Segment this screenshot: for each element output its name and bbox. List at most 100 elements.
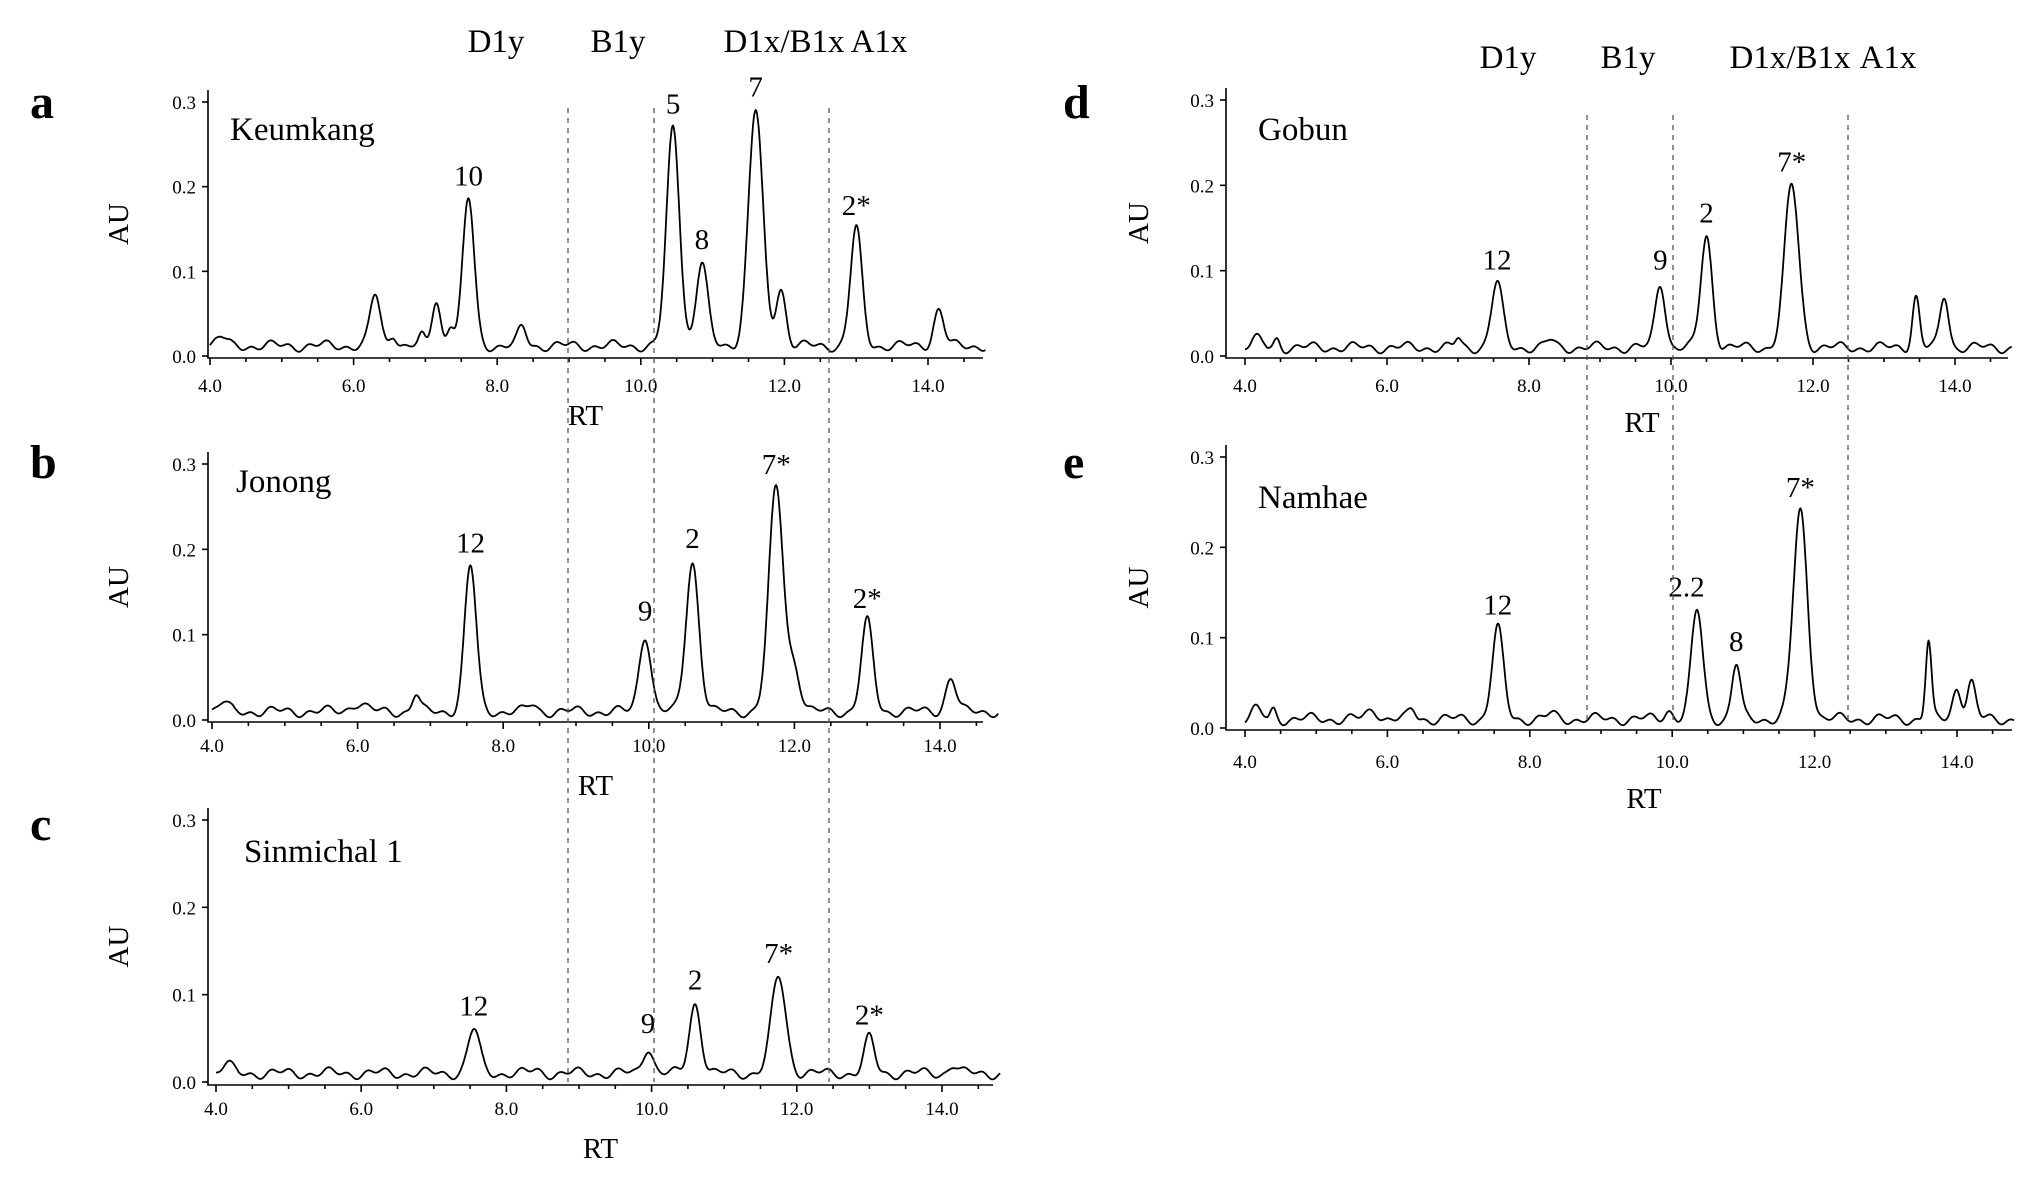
sample-name: Gobun [1258, 112, 1348, 148]
axis-frame [207, 452, 983, 723]
y-tick-label: 0.0 [172, 347, 196, 368]
region-label: D1y [1480, 40, 1537, 76]
axis-frame [207, 90, 983, 359]
peak-label: 2* [855, 999, 884, 1031]
panel-letter: c [30, 798, 51, 851]
x-tick-label: 6.0 [1375, 376, 1399, 397]
panel-c: 0.0 0.1 0.2 0.3 4.0 6.0 8.0 10.0 12.0 14.0 RT AU c Si… [30, 798, 1001, 1165]
sample-name: Namhae [1258, 480, 1368, 516]
region-label: B1y [1600, 40, 1656, 76]
panel-e: 0.0 0.1 0.2 0.3 4.0 6.0 8.0 10.0 12.0 14.0 RT AU e Na… [1063, 436, 2015, 815]
panel-letter: a [30, 76, 54, 129]
peak-label: 12 [1483, 244, 1512, 276]
peak-label: 2 [1699, 198, 1714, 230]
x-tick-label: 4.0 [1233, 376, 1257, 397]
x-tick-label: 14.0 [1938, 376, 1971, 397]
y-tick-label: 0.3 [1190, 448, 1214, 469]
y-tick-label: 0.0 [1190, 719, 1214, 740]
peak-label: 12 [459, 991, 488, 1023]
peak-label: 2 [685, 523, 700, 555]
y-tick-label: 0.1 [172, 262, 196, 283]
region-label: D1x/B1x [1729, 40, 1851, 76]
region-label: A1x [851, 24, 908, 60]
y-tick-label: 0.2 [172, 540, 196, 561]
x-tick-label: 12.0 [780, 1099, 813, 1120]
y-tick-label: 0.1 [1190, 262, 1214, 283]
y-axis-label: AU [103, 926, 135, 968]
x-tick-label: 14.0 [925, 1099, 958, 1120]
chromatogram-trace [211, 484, 999, 719]
x-tick-label: 4.0 [198, 376, 222, 397]
y-tick-label: 0.0 [1190, 347, 1214, 368]
region-label: D1y [468, 24, 525, 60]
axis-frame [1225, 88, 2008, 359]
y-axis-label: AU [103, 566, 135, 608]
y-tick-label: 0.1 [172, 626, 196, 647]
panel-letter: b [30, 436, 57, 489]
peak-label: 2.2 [1668, 572, 1704, 604]
y-axis-label: AU [1123, 202, 1155, 244]
chromatogram-trace [1244, 182, 2013, 355]
y-tick-label: 0.3 [172, 455, 196, 476]
y-axis-label: AU [103, 203, 135, 245]
peak-label: 10 [454, 160, 483, 192]
y-tick-label: 0.0 [172, 711, 196, 732]
x-tick-label: 6.0 [1376, 752, 1400, 773]
x-tick-label: 4.0 [200, 736, 224, 757]
peak-label: 2* [853, 583, 882, 615]
peak-label: 7* [1786, 472, 1815, 504]
panel-letter: e [1063, 436, 1084, 489]
y-tick-label: 0.2 [172, 898, 196, 919]
y-tick-label: 0.3 [172, 811, 196, 832]
x-tick-label: 12.0 [768, 376, 801, 397]
x-tick-label: 12.0 [778, 736, 811, 757]
x-axis-label: RT [583, 1133, 619, 1165]
x-tick-label: 10.0 [1654, 376, 1687, 397]
peak-label: 9 [1653, 244, 1668, 276]
y-tick-label: 0.2 [1190, 538, 1214, 559]
panel-b: 0.0 0.1 0.2 0.3 4.0 6.0 8.0 10.0 12.0 14.0 RT AU b Jo… [30, 436, 999, 802]
axis-frame [1225, 445, 2012, 731]
y-tick-label: 0.2 [1190, 176, 1214, 197]
y-tick-label: 0.3 [172, 93, 196, 114]
peak-label: 7 [748, 71, 763, 103]
chromatogram-trace [1244, 507, 2015, 727]
y-tick-label: 0.1 [1190, 629, 1214, 650]
peak-label: 12 [456, 527, 485, 559]
x-tick-label: 14.0 [923, 736, 956, 757]
panel-d: 0.0 0.1 0.2 0.3 4.0 6.0 8.0 10.0 12.0 14.0 RT AU d Go… [1063, 40, 2013, 439]
x-tick-label: 6.0 [346, 736, 370, 757]
peak-label: 7* [1777, 146, 1806, 178]
x-tick-label: 10.0 [1656, 752, 1689, 773]
x-tick-label: 8.0 [495, 1099, 519, 1120]
axis-frame [207, 808, 993, 1086]
y-tick-label: 0.3 [1190, 91, 1214, 112]
x-tick-label: 10.0 [624, 376, 657, 397]
peak-label: 8 [1729, 626, 1744, 658]
x-axis-label: RT [1626, 783, 1662, 815]
region-label: A1x [1860, 40, 1917, 76]
peak-label: 7* [762, 449, 791, 481]
y-axis-label: AU [1123, 567, 1155, 609]
peak-label: 9 [641, 1008, 656, 1040]
sample-name: Sinmichal 1 [244, 834, 403, 870]
x-tick-label: 10.0 [632, 736, 665, 757]
x-tick-label: 8.0 [491, 736, 515, 757]
chromatogram-trace [209, 109, 986, 353]
y-tick-label: 0.1 [172, 986, 196, 1007]
region-label: B1y [590, 24, 646, 60]
sample-name: Keumkang [230, 112, 375, 148]
peak-label: 7* [764, 938, 793, 970]
y-tick-label: 0.0 [172, 1073, 196, 1094]
chromatogram-trace [215, 975, 1001, 1081]
x-tick-label: 4.0 [1233, 752, 1257, 773]
y-tick-label: 0.2 [172, 178, 196, 199]
peak-label: 2* [842, 190, 871, 222]
sample-name: Jonong [236, 464, 331, 500]
x-axis-label: RT [568, 400, 604, 432]
x-tick-label: 8.0 [1518, 752, 1542, 773]
x-tick-label: 14.0 [911, 376, 944, 397]
peak-label: 8 [695, 224, 710, 256]
x-tick-label: 10.0 [635, 1099, 668, 1120]
